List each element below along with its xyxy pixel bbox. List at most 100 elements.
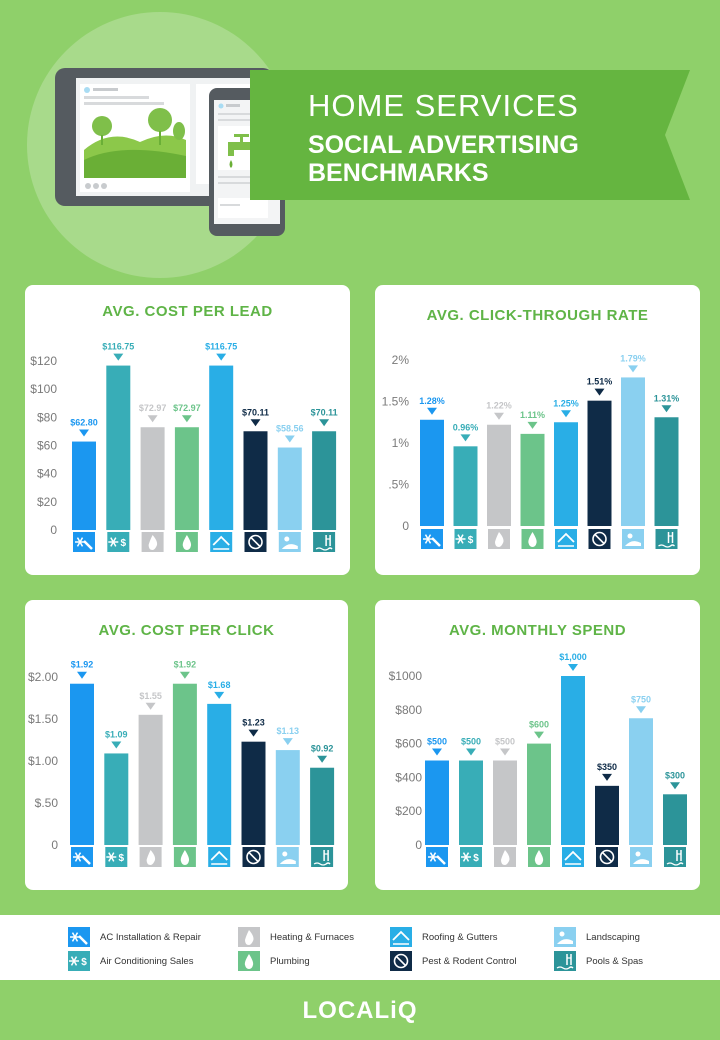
y-tick-label: 1% — [392, 436, 410, 450]
svg-text:$: $ — [121, 538, 127, 549]
value-marker-triangle — [636, 706, 646, 714]
no-pest-icon — [393, 953, 409, 969]
svg-text:$: $ — [468, 535, 474, 546]
bar — [663, 794, 687, 845]
legend-label: Pools & Spas — [586, 955, 644, 967]
y-tick-label: $120 — [30, 354, 57, 368]
svg-text:$: $ — [473, 853, 479, 864]
value-marker-triangle — [77, 671, 87, 679]
cost-per-lead-chart: 0 $20 $40 $60 $80 $100 $120 $62.80 $116.75 $ $72.9… — [30, 342, 338, 552]
value-marker-triangle — [527, 421, 538, 429]
bar — [104, 753, 129, 845]
flame-icon — [494, 847, 516, 867]
page-title-line2: SOCIAL ADVERTISING — [308, 131, 579, 159]
data-label: $1.23 — [242, 718, 265, 728]
data-label: 0.96% — [453, 422, 479, 432]
data-label: $116.75 — [205, 342, 237, 352]
legend-swatch — [554, 951, 576, 971]
value-marker-triangle — [460, 434, 471, 442]
y-tick-label: 0 — [50, 523, 57, 537]
value-marker-triangle — [494, 412, 504, 420]
legend-label: AC Installation & Repair — [100, 931, 201, 943]
bar — [527, 743, 551, 845]
pool-ladder-icon — [313, 532, 336, 552]
snowflake-dollar-icon: $ — [69, 956, 87, 968]
value-marker-triangle — [628, 365, 638, 373]
y-tick-label: .5% — [388, 478, 409, 492]
chart-title: AVG. MONTHLY SPEND — [448, 622, 627, 639]
icon-box — [555, 529, 577, 549]
y-tick-label: $100 — [30, 382, 57, 396]
flame-icon — [488, 529, 510, 549]
svg-text:$: $ — [119, 853, 125, 864]
house-roof-icon — [392, 930, 410, 945]
legend-swatch — [238, 927, 260, 947]
value-marker-triangle — [602, 773, 612, 781]
localiq-logo: LOCALiQ — [302, 997, 418, 1024]
pool-ladder-icon — [664, 847, 686, 867]
value-marker-triangle — [432, 748, 442, 756]
bar — [459, 760, 483, 845]
legend-label: Pest & Rodent Control — [422, 955, 517, 967]
bar — [453, 446, 478, 526]
value-marker-triangle — [113, 353, 124, 361]
bar — [275, 750, 300, 845]
title-banner — [250, 70, 690, 200]
y-tick-label: 0 — [415, 838, 422, 852]
snowflake-dollar-icon: $ — [460, 847, 482, 867]
landscape-icon — [622, 529, 644, 549]
icon-box — [210, 532, 233, 552]
data-label: $500 — [427, 737, 447, 747]
chart-title: AVG. COST PER CLICK — [98, 622, 275, 639]
no-pest-icon — [242, 847, 265, 867]
legend-item-ac-sales: $ Air Conditioning Sales — [68, 951, 193, 971]
data-label: $350 — [597, 762, 617, 772]
chart-title: AVG. CLICK-THROUGH RATE — [426, 307, 649, 324]
hero-illustration — [27, 12, 293, 278]
y-tick-label: $1.50 — [28, 712, 58, 726]
snowflake-wrench-icon — [71, 847, 93, 867]
bar — [106, 365, 131, 530]
legend-label: Plumbing — [270, 955, 310, 967]
data-label: 1.79% — [620, 353, 646, 363]
data-label: 1.51% — [587, 377, 613, 387]
data-label: $70.11 — [311, 407, 338, 417]
water-drop-icon — [244, 954, 254, 969]
cost-per-click-chart: 0 $.50 $1.00 $1.50 $2.00 $1.92 $1.09 $ $1.55 $1.9… — [28, 660, 335, 867]
no-pest-icon — [244, 532, 267, 552]
bar — [587, 400, 612, 526]
legend-item-plumbing: Plumbing — [238, 951, 310, 971]
bar — [561, 676, 585, 845]
icon-box — [208, 847, 231, 867]
bar — [72, 441, 96, 530]
y-tick-label: $2.00 — [28, 670, 58, 684]
data-label: 1.28% — [419, 396, 445, 406]
data-label: $70.11 — [242, 407, 269, 417]
landscape-icon — [557, 931, 573, 944]
house-roof-icon — [562, 847, 584, 867]
value-marker-triangle — [147, 415, 158, 423]
data-label: $1.92 — [71, 660, 94, 670]
snowflake-dollar-icon: $ — [105, 847, 128, 867]
water-drop-icon — [175, 532, 198, 552]
value-marker-triangle — [284, 435, 295, 443]
icon-box — [562, 847, 584, 867]
value-marker-triangle — [181, 415, 192, 423]
y-tick-label: $1.00 — [28, 754, 58, 768]
water-drop-icon — [173, 847, 196, 867]
hero-header: HOME SERVICES SOCIAL ADVERTISING BENCHMA… — [0, 0, 720, 280]
y-tick-label: $800 — [395, 703, 422, 717]
flame-icon — [245, 930, 254, 945]
y-tick-label: $.50 — [35, 796, 59, 810]
y-tick-label: $40 — [37, 467, 57, 481]
data-label: $500 — [495, 737, 515, 747]
landscape-icon — [276, 847, 299, 867]
value-marker-triangle — [427, 407, 437, 415]
value-marker-triangle — [179, 671, 190, 679]
y-tick-label: $200 — [395, 804, 422, 818]
bar — [493, 760, 517, 845]
bar — [243, 431, 268, 530]
value-marker-triangle — [250, 419, 261, 427]
snowflake-dollar-icon: $ — [454, 529, 477, 549]
y-tick-label: $20 — [37, 495, 57, 509]
